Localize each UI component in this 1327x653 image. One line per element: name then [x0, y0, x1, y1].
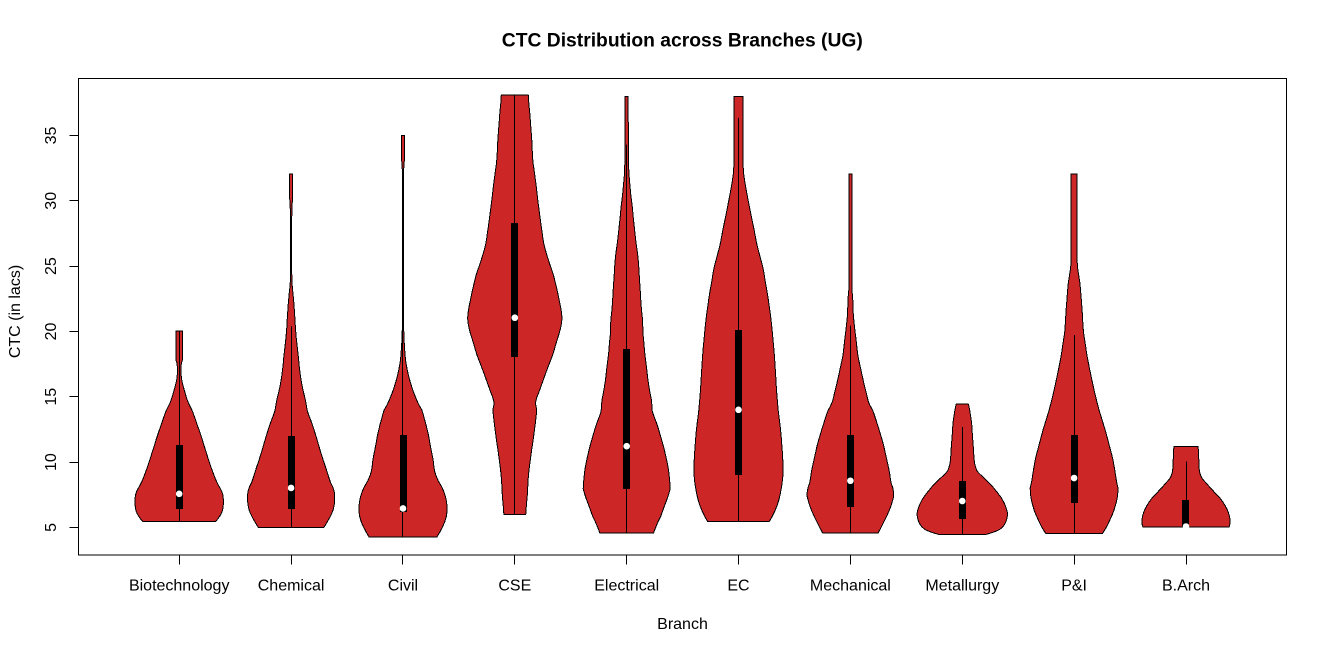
svg-text:35: 35	[43, 127, 60, 145]
svg-text:30: 30	[43, 192, 60, 210]
svg-text:10: 10	[43, 453, 60, 471]
svg-text:Branch: Branch	[657, 616, 708, 633]
svg-text:CTC (in lacs): CTC (in lacs)	[7, 265, 24, 358]
svg-text:B.Arch: B.Arch	[1162, 578, 1210, 595]
svg-text:CTC Distribution across Branch: CTC Distribution across Branches (UG)	[502, 30, 863, 51]
svg-text:15: 15	[43, 388, 60, 406]
svg-text:Mechanical: Mechanical	[810, 578, 891, 595]
svg-text:EC: EC	[727, 578, 749, 595]
svg-text:Biotechnology: Biotechnology	[129, 578, 230, 595]
svg-text:P&I: P&I	[1061, 578, 1087, 595]
svg-text:20: 20	[43, 322, 60, 340]
svg-text:Metallurgy: Metallurgy	[925, 578, 999, 595]
svg-text:5: 5	[43, 523, 60, 532]
svg-text:25: 25	[43, 257, 60, 275]
svg-text:Civil: Civil	[388, 578, 418, 595]
svg-text:CSE: CSE	[498, 578, 531, 595]
svg-text:Chemical: Chemical	[258, 578, 325, 595]
svg-text:Electrical: Electrical	[594, 578, 659, 595]
